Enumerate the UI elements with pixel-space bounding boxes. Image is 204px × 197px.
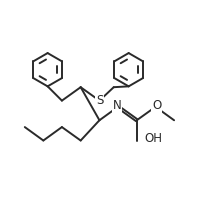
Text: N: N: [113, 99, 121, 112]
Text: OH: OH: [145, 132, 163, 145]
Text: O: O: [152, 99, 161, 112]
Text: S: S: [96, 94, 103, 107]
